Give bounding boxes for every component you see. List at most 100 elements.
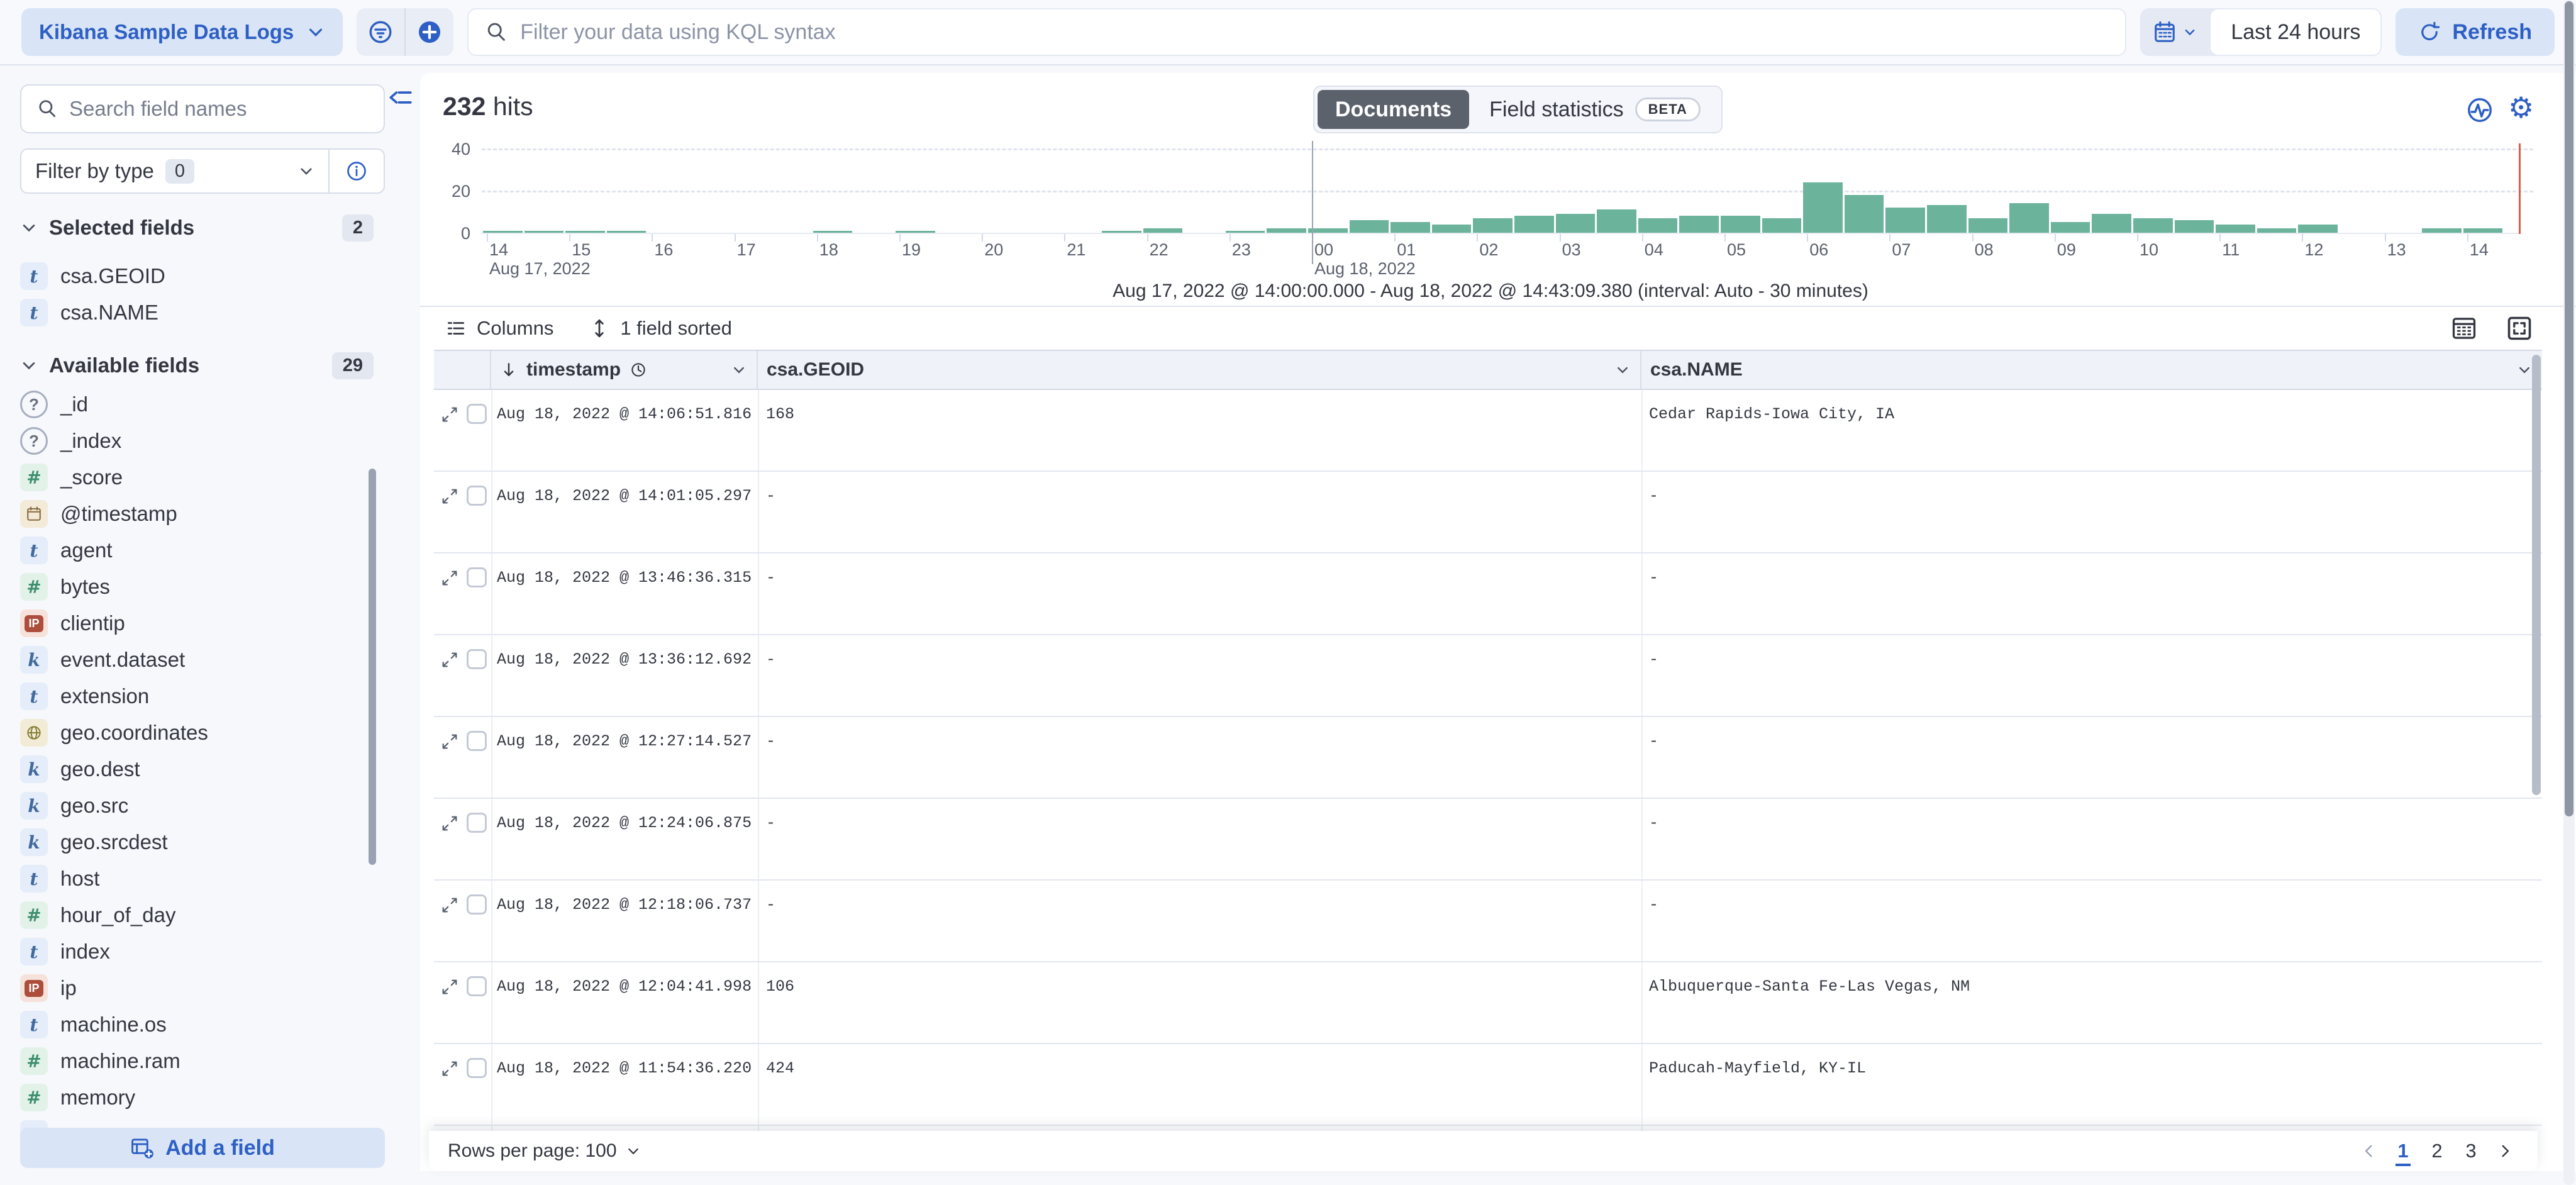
saved-filters-button[interactable] [357, 8, 404, 56]
cell-csa-geoid[interactable]: - [766, 569, 776, 587]
histogram-bar-33[interactable] [1844, 194, 1884, 233]
page-button-3[interactable]: 3 [2457, 1135, 2485, 1167]
kql-search-input[interactable] [520, 19, 2109, 45]
display-options-button[interactable] [2450, 314, 2478, 342]
cell-csa-name[interactable]: Albuquerque-Santa Fe-Las Vegas, NM [1649, 977, 1970, 996]
cell-csa-name[interactable]: - [1649, 814, 1659, 832]
expand-document-button[interactable] [440, 977, 459, 996]
expand-document-button[interactable] [440, 405, 459, 424]
histogram-bar-28[interactable] [1638, 218, 1678, 233]
cell-csa-name[interactable]: Cedar Rapids-Iowa City, IA [1649, 405, 1895, 423]
kql-search-bar[interactable] [467, 8, 2127, 56]
cell-timestamp[interactable]: Aug 18, 2022 @ 13:36:12.692 [497, 650, 752, 669]
histogram-bar-15[interactable] [1102, 230, 1141, 233]
column-header-csa-geoid[interactable]: csa.GEOID [758, 351, 1641, 389]
histogram-bar-42[interactable] [2216, 224, 2255, 233]
field-item-_index[interactable]: ? _index [20, 423, 374, 459]
cell-csa-geoid[interactable]: - [766, 487, 776, 505]
data-view-picker[interactable]: Kibana Sample Data Logs [21, 8, 343, 56]
histogram-bar-22[interactable] [1391, 222, 1430, 233]
column-header-csa-name[interactable]: csa.NAME [1641, 351, 2542, 389]
histogram-bar-24[interactable] [1473, 218, 1513, 233]
field-item-extension[interactable]: t extension [20, 678, 374, 715]
inspect-chart-button[interactable] [2465, 96, 2494, 125]
expand-document-button[interactable] [440, 814, 459, 833]
select-document-checkbox[interactable] [467, 813, 487, 833]
page-scrollbar[interactable] [2563, 0, 2575, 1185]
control-column-header[interactable] [434, 351, 491, 389]
columns-selector-button[interactable]: Columns [445, 317, 553, 340]
date-picker-menu-button[interactable] [2140, 8, 2209, 56]
cell-timestamp[interactable]: Aug 18, 2022 @ 12:27:14.527 [497, 732, 752, 750]
page-button-1[interactable]: 1 [2389, 1135, 2417, 1167]
histogram-bar-2[interactable] [565, 230, 605, 233]
column-actions-chevron-icon[interactable] [1615, 362, 1630, 377]
field-item-_id[interactable]: ? _id [20, 386, 374, 423]
histogram-bar-34[interactable] [1885, 207, 1925, 233]
add-filter-button[interactable] [406, 8, 453, 56]
selected-fields-header[interactable]: Selected fields 2 [20, 209, 374, 247]
histogram-bar-41[interactable] [2174, 220, 2214, 233]
cell-timestamp[interactable]: Aug 18, 2022 @ 13:46:36.315 [497, 569, 752, 587]
histogram-bar-27[interactable] [1597, 209, 1636, 233]
histogram-bar-29[interactable] [1679, 216, 1719, 233]
select-document-checkbox[interactable] [467, 894, 487, 915]
available-fields-header[interactable]: Available fields 29 [20, 347, 374, 384]
cell-csa-name[interactable]: - [1649, 732, 1659, 750]
filter-by-type-dropdown[interactable]: Filter by type 0 [20, 148, 330, 194]
field-item-@timestamp[interactable]: @timestamp [20, 496, 374, 532]
cell-csa-geoid[interactable]: 106 [766, 977, 795, 996]
next-page-button[interactable] [2491, 1135, 2519, 1167]
histogram-bar-48[interactable] [2463, 228, 2503, 233]
histogram-bar-20[interactable] [1308, 228, 1348, 233]
histogram-bar-35[interactable] [1927, 205, 1967, 233]
cell-csa-name[interactable]: - [1649, 569, 1659, 587]
histogram-bar-32[interactable] [1803, 182, 1843, 233]
expand-document-button[interactable] [440, 1059, 459, 1078]
field-search-input[interactable] [69, 97, 369, 121]
sidebar-scrollbar[interactable] [369, 469, 376, 865]
field-item-memory[interactable]: # memory [20, 1079, 374, 1116]
histogram-bar-30[interactable] [1721, 216, 1760, 233]
cell-timestamp[interactable]: Aug 18, 2022 @ 11:54:36.220 [497, 1059, 752, 1077]
field-item-csa.GEOID[interactable]: t csa.GEOID [20, 258, 374, 294]
histogram-bar-3[interactable] [606, 230, 647, 233]
histogram-bar-43[interactable] [2257, 228, 2297, 233]
expand-document-button[interactable] [440, 487, 459, 506]
column-actions-chevron-icon[interactable] [731, 362, 747, 377]
cell-csa-name[interactable]: - [1649, 896, 1659, 914]
histogram-bar-26[interactable] [1555, 213, 1596, 233]
sort-fields-button[interactable]: 1 field sorted [589, 317, 732, 340]
field-search-box[interactable] [20, 84, 385, 133]
histogram-bar-38[interactable] [2050, 222, 2090, 233]
cell-csa-name[interactable]: - [1649, 650, 1659, 669]
field-item-hour_of_day[interactable]: # hour_of_day [20, 897, 374, 933]
field-item-host[interactable]: t host [20, 860, 374, 897]
field-item-geo.dest[interactable]: k geo.dest [20, 751, 374, 787]
select-document-checkbox[interactable] [467, 486, 487, 506]
expand-document-button[interactable] [440, 650, 459, 669]
histogram-bar-1[interactable] [524, 230, 564, 233]
field-item-geo.srcdest[interactable]: k geo.srcdest [20, 824, 374, 860]
field-item-_score[interactable]: # _score [20, 459, 374, 496]
field-item-machine.ram[interactable]: # machine.ram [20, 1043, 374, 1079]
tab-documents[interactable]: Documents [1318, 90, 1470, 129]
cell-csa-geoid[interactable]: - [766, 650, 776, 669]
cell-csa-name[interactable]: Paducah-Mayfield, KY-IL [1649, 1059, 1867, 1077]
page-scrollbar-thumb[interactable] [2565, 1, 2573, 816]
histogram-bar-39[interactable] [2092, 213, 2131, 233]
cell-csa-geoid[interactable]: - [766, 732, 776, 750]
collapse-sidebar-button[interactable] [387, 84, 414, 111]
expand-document-button[interactable] [440, 569, 459, 587]
select-document-checkbox[interactable] [467, 649, 487, 669]
select-document-checkbox[interactable] [467, 976, 487, 996]
fullscreen-button[interactable] [2506, 314, 2533, 342]
field-item-index[interactable]: t index [20, 933, 374, 970]
field-item-geo.coordinates[interactable]: geo.coordinates [20, 715, 374, 751]
histogram-bar-8[interactable] [813, 230, 853, 233]
histogram-bar-40[interactable] [2133, 218, 2173, 233]
column-header-timestamp[interactable]: timestamp [491, 351, 758, 389]
histogram-bar-23[interactable] [1431, 224, 1472, 233]
expand-document-button[interactable] [440, 732, 459, 751]
histogram-bar-10[interactable] [896, 230, 935, 233]
